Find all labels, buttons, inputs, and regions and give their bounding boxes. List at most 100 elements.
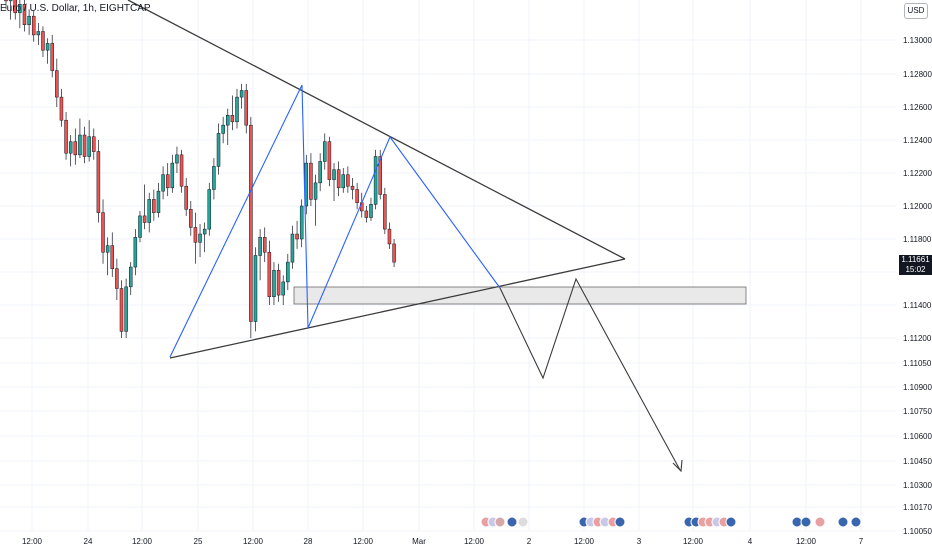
candle[interactable] [119,280,124,338]
candle[interactable] [170,154,175,193]
candle[interactable] [235,88,239,129]
candle[interactable] [78,118,82,159]
candle[interactable] [8,0,13,20]
candle[interactable] [142,184,147,230]
candle[interactable] [175,146,179,173]
candle[interactable] [276,263,281,302]
candle[interactable] [73,128,78,165]
candle[interactable] [161,166,165,200]
candle[interactable] [258,229,262,281]
candle[interactable] [105,237,110,276]
projection-path[interactable] [499,277,681,471]
candle[interactable] [22,0,27,32]
candle[interactable] [147,192,151,233]
candle[interactable] [64,111,68,160]
candle[interactable] [249,116,253,338]
candle[interactable] [18,0,22,29]
event-marker-icon[interactable] [800,516,812,528]
candle[interactable] [59,88,64,127]
candle[interactable] [45,38,50,64]
candle[interactable] [68,135,73,167]
candle[interactable] [96,140,101,223]
candle[interactable] [50,34,54,78]
candle[interactable] [101,199,105,264]
candle[interactable] [230,95,235,131]
candle[interactable] [110,232,115,277]
candle[interactable] [92,128,96,160]
triangle-upper-trendline[interactable] [127,0,626,260]
candle[interactable] [336,161,341,197]
event-marker-icon[interactable] [814,516,826,528]
candle[interactable] [87,120,91,162]
event-marker-icon[interactable] [837,516,849,528]
candle[interactable] [313,174,318,226]
candle[interactable] [124,278,128,338]
triangle-lower-trendline[interactable] [169,258,626,359]
economic-events-row[interactable] [480,516,862,528]
currency-badge[interactable]: USD [904,3,928,19]
candle[interactable] [156,182,161,218]
candle[interactable] [355,182,359,210]
candle[interactable] [13,0,17,20]
candle[interactable] [244,83,248,134]
candle[interactable] [216,123,221,175]
event-marker-icon[interactable] [494,516,506,528]
candle[interactable] [295,220,299,249]
candle[interactable] [239,83,244,109]
candle[interactable] [290,225,295,269]
candle[interactable] [392,239,396,268]
candle[interactable] [327,136,332,187]
candle[interactable] [128,262,133,296]
candle[interactable] [281,275,285,305]
event-marker-icon[interactable] [517,516,529,528]
candle[interactable] [193,212,198,264]
event-marker-icon[interactable] [850,516,862,528]
candle[interactable] [138,210,142,243]
candle[interactable] [323,133,327,170]
candle[interactable] [318,153,322,192]
candle[interactable] [373,149,378,210]
candle[interactable] [179,149,184,193]
candle[interactable] [369,197,373,221]
candle[interactable] [165,163,170,197]
candle[interactable] [387,222,392,249]
candle[interactable] [82,126,87,164]
candle[interactable] [272,262,276,305]
candle[interactable] [198,224,202,258]
support-zone[interactable] [293,286,747,305]
candle[interactable] [4,0,8,10]
candle[interactable] [350,177,355,200]
event-marker-icon[interactable] [725,516,737,528]
event-marker-icon[interactable] [506,516,518,528]
candle[interactable] [55,58,59,107]
candle[interactable] [31,11,36,42]
event-marker-icon[interactable] [614,516,626,528]
candle[interactable] [226,108,230,145]
candle[interactable] [262,227,267,263]
candle[interactable] [212,158,216,200]
candle[interactable] [189,201,193,236]
candle[interactable] [115,258,119,301]
candle[interactable] [202,222,207,253]
candle[interactable] [41,26,45,57]
candle[interactable] [286,253,290,291]
candle[interactable] [207,182,212,236]
candle[interactable] [341,168,346,193]
candle[interactable] [346,166,350,193]
candle[interactable] [221,116,225,144]
candle[interactable] [267,240,272,305]
candle[interactable] [152,189,156,221]
wave-pattern-line[interactable] [169,84,501,358]
candle[interactable] [27,9,31,35]
candle[interactable] [383,187,387,235]
candle[interactable] [253,247,258,332]
candle[interactable] [36,23,41,46]
candle[interactable] [299,199,304,248]
candle[interactable] [133,229,138,276]
candle[interactable] [332,163,336,202]
candle[interactable] [184,177,188,216]
candle[interactable] [364,206,369,223]
candle[interactable] [309,153,313,206]
candle[interactable] [378,149,382,200]
